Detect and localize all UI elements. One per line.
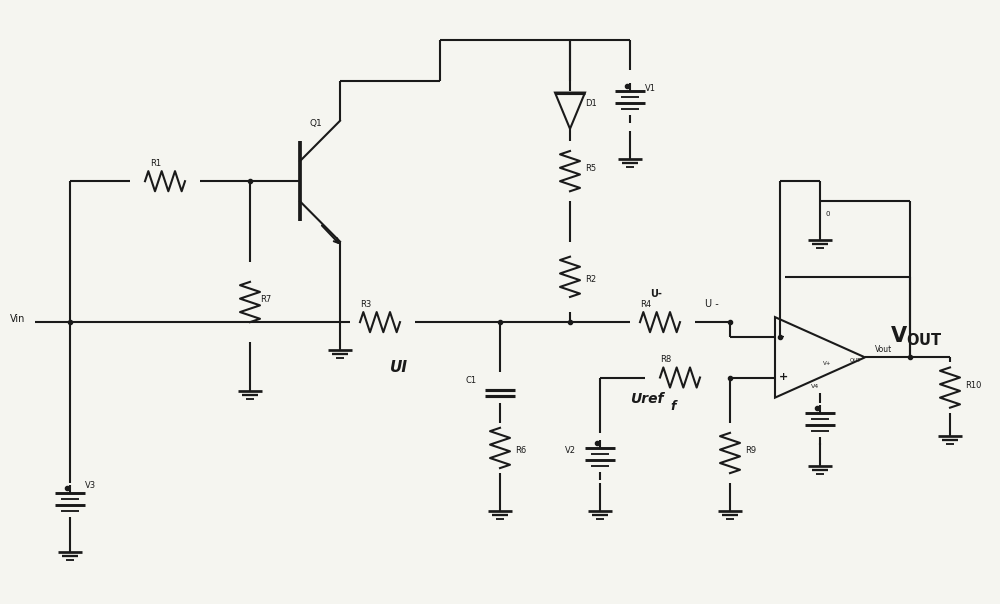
Text: Q1: Q1 (310, 119, 323, 128)
Text: V1: V1 (645, 83, 656, 92)
Text: V+: V+ (823, 361, 832, 367)
Text: R2: R2 (585, 275, 596, 284)
Text: R4: R4 (640, 300, 651, 309)
Text: R9: R9 (745, 446, 756, 455)
Text: U-: U- (650, 289, 662, 299)
Text: R6: R6 (515, 446, 526, 455)
Text: R7: R7 (260, 295, 271, 304)
Text: D1: D1 (585, 98, 597, 108)
Text: R1: R1 (150, 159, 161, 168)
Text: R8: R8 (660, 355, 671, 364)
Text: +: + (779, 373, 788, 382)
Text: f: f (670, 400, 676, 413)
Text: C1: C1 (465, 376, 476, 385)
Text: R10: R10 (965, 381, 981, 390)
Text: Uref: Uref (630, 391, 664, 406)
Text: OUT: OUT (850, 358, 861, 363)
Text: V3: V3 (85, 481, 96, 490)
Text: -: - (779, 332, 784, 342)
Text: UI: UI (390, 361, 408, 376)
Text: Vout: Vout (875, 345, 892, 355)
Text: V2: V2 (565, 446, 576, 455)
Text: R3: R3 (360, 300, 371, 309)
Text: $\mathbf{V_{OUT}}$: $\mathbf{V_{OUT}}$ (890, 324, 943, 348)
Text: R5: R5 (585, 164, 596, 173)
Text: V4: V4 (811, 384, 819, 388)
Text: Vin: Vin (10, 314, 25, 324)
Text: U -: U - (705, 299, 719, 309)
Text: 0: 0 (825, 211, 830, 217)
